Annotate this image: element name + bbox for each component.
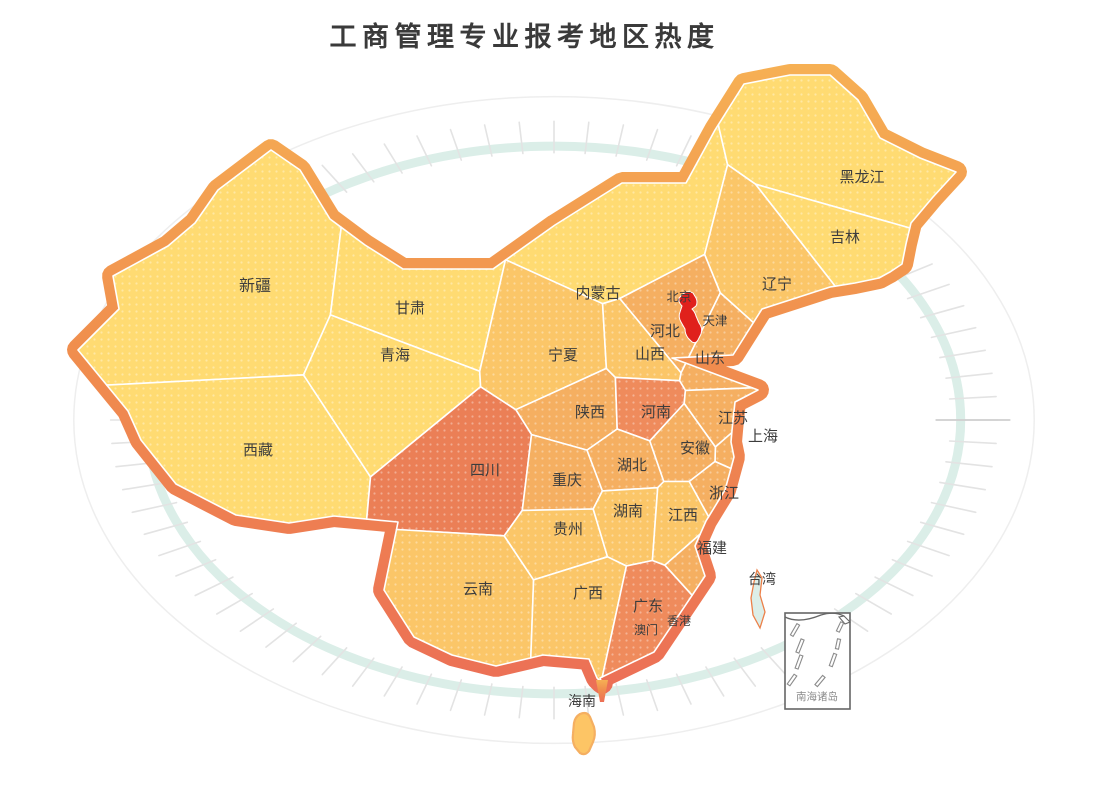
svg-text:澳门: 澳门: [634, 622, 658, 637]
svg-text:香港: 香港: [667, 614, 691, 628]
svg-text:北京: 北京: [666, 290, 691, 304]
svg-text:黑龙江: 黑龙江: [839, 169, 884, 186]
svg-text:湖北: 湖北: [617, 457, 647, 474]
svg-text:广东: 广东: [633, 598, 663, 615]
svg-text:江苏: 江苏: [718, 410, 748, 427]
svg-text:四川: 四川: [470, 462, 500, 479]
svg-text:新疆: 新疆: [239, 277, 271, 295]
svg-text:陕西: 陕西: [575, 404, 605, 421]
svg-text:青海: 青海: [380, 347, 410, 364]
svg-text:河北: 河北: [650, 323, 680, 340]
svg-text:甘肃: 甘肃: [395, 300, 425, 317]
svg-text:宁夏: 宁夏: [548, 347, 578, 364]
svg-text:广西: 广西: [573, 585, 603, 602]
svg-text:辽宁: 辽宁: [762, 276, 792, 293]
svg-text:重庆: 重庆: [552, 472, 582, 489]
svg-text:福建: 福建: [697, 540, 727, 557]
svg-text:台湾: 台湾: [748, 571, 776, 587]
svg-text:贵州: 贵州: [553, 521, 583, 538]
svg-text:海南: 海南: [568, 693, 596, 709]
svg-text:河南: 河南: [641, 404, 671, 421]
svg-text:天津: 天津: [702, 314, 727, 328]
svg-text:内蒙古: 内蒙古: [575, 285, 620, 302]
svg-text:江西: 江西: [668, 507, 698, 524]
svg-text:吉林: 吉林: [830, 229, 860, 246]
svg-text:南海诸岛: 南海诸岛: [796, 690, 838, 703]
svg-text:山西: 山西: [635, 346, 665, 363]
svg-text:上海: 上海: [748, 428, 778, 445]
svg-text:浙江: 浙江: [709, 485, 739, 502]
svg-text:云南: 云南: [463, 581, 493, 598]
svg-text:安徽: 安徽: [680, 440, 710, 457]
svg-text:山东: 山东: [695, 350, 725, 367]
svg-text:西藏: 西藏: [243, 442, 273, 459]
svg-text:湖南: 湖南: [613, 503, 643, 520]
